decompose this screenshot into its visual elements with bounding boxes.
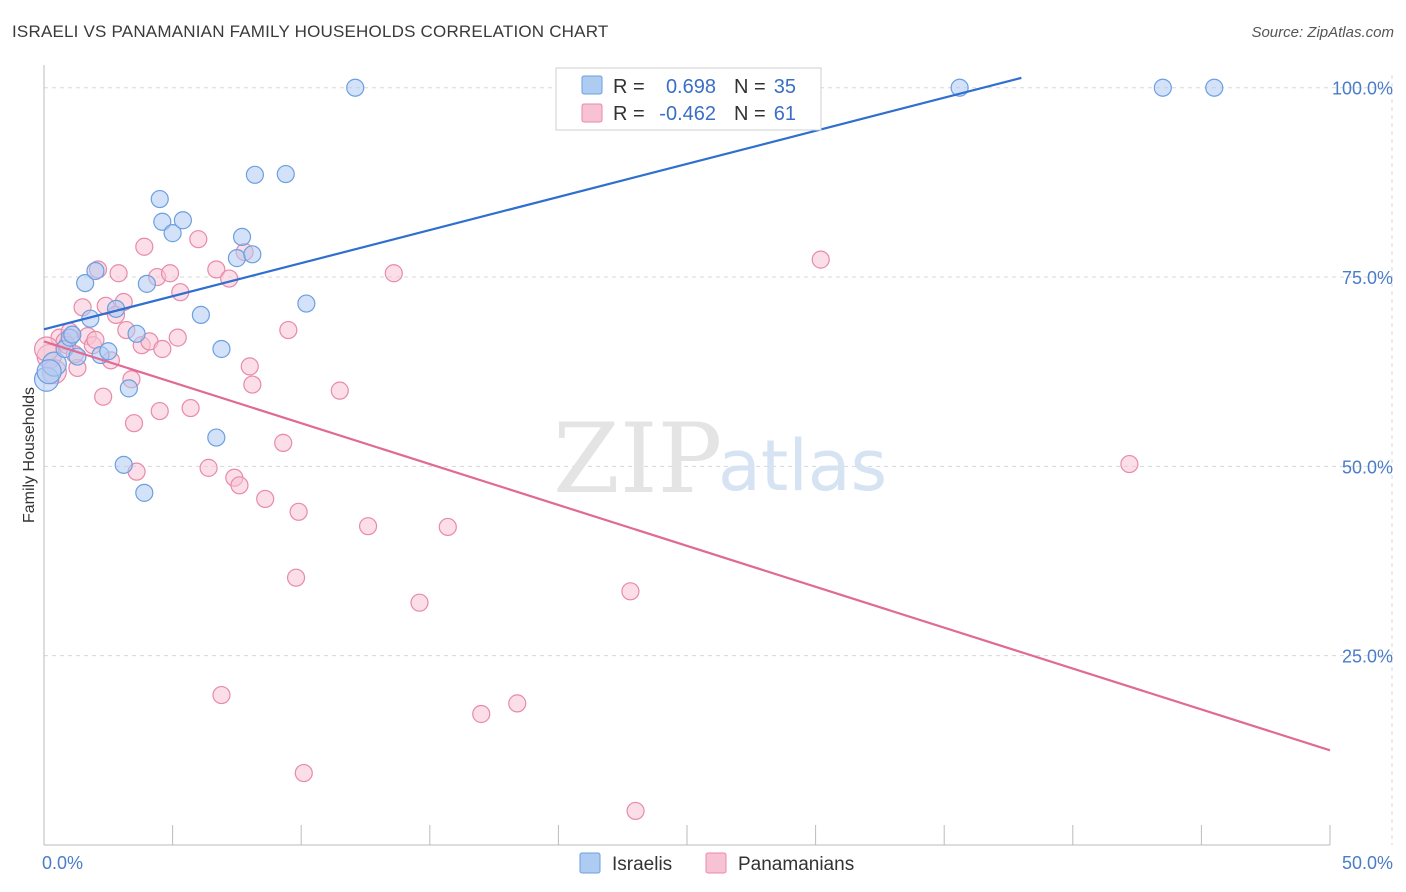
- legend-r-value-israelis: 0.698: [666, 76, 716, 98]
- panamanians-point-24: [150, 401, 169, 421]
- legend-r-label-panamanians: R =: [613, 103, 645, 125]
- panamanians-point-47: [358, 517, 378, 536]
- panamanians-point-26: [160, 264, 180, 283]
- grid-lines: [44, 75, 1393, 845]
- panamanians-point-39: [243, 375, 262, 394]
- israelis-point-30: [1153, 78, 1172, 97]
- israelis-point-28: [346, 78, 365, 97]
- x-axis-ticks: [43, 825, 1331, 845]
- panamanians-point-44: [289, 502, 308, 521]
- chart-title: ISRAELI VS PANAMANIAN FAMILY HOUSEHOLDS …: [12, 22, 609, 41]
- israelis-point-15: [150, 189, 169, 209]
- israelis-point-24: [243, 245, 262, 264]
- y-axis-tick-labels: 25.0% 50.0% 75.0% 100.0%: [1332, 79, 1393, 667]
- panamanians-point-25: [153, 339, 172, 359]
- israelis-point-18: [173, 211, 192, 230]
- trend-lines: [43, 76, 1331, 752]
- israelis-point-16: [153, 212, 172, 231]
- israelis-point-5: [76, 273, 95, 293]
- watermark: ZIP atlas: [553, 403, 887, 515]
- panamanians-point-27: [168, 328, 187, 347]
- israelis-point-27: [297, 294, 316, 313]
- panamanians-point-34: [220, 269, 239, 288]
- panamanians-point-53: [621, 582, 640, 601]
- israelis-point-17: [163, 224, 182, 243]
- israelis-point-33: [63, 325, 82, 344]
- panamanians-point-50: [438, 517, 457, 537]
- axes: [43, 65, 1331, 846]
- panamanians-point-43: [286, 568, 306, 587]
- israelis-point-31: [1205, 78, 1224, 97]
- legend-n-value-panamanians: 61: [774, 103, 796, 125]
- chart-source: Source: ZipAtlas.com: [1251, 24, 1394, 41]
- panamanians-point-52: [508, 694, 527, 713]
- panamanians-point-10: [94, 387, 113, 406]
- watermark-atlas: atlas: [718, 425, 887, 507]
- panamanians-point-51: [472, 704, 491, 724]
- y-axis-label: Family Households: [21, 387, 38, 523]
- israelis-point-23: [232, 227, 252, 247]
- panamanians-point-36: [230, 476, 249, 495]
- israelis-point-13: [135, 483, 154, 502]
- panamanians-point-38: [240, 357, 259, 376]
- israelis-point-25: [245, 165, 265, 184]
- israelis-trend-line: [43, 76, 1022, 331]
- legend-bottom-label-israelis: Israelis: [612, 854, 672, 875]
- panamanians-point-45: [294, 763, 313, 783]
- israelis-point-32: [36, 359, 62, 385]
- legend-bottom-swatch-panamanians: [705, 852, 727, 874]
- legend-bottom-swatch-israelis: [579, 852, 601, 874]
- legend-n-label-israelis: N =: [734, 76, 766, 98]
- panamanians-point-18: [124, 414, 144, 433]
- panamanians-point-29: [181, 398, 200, 418]
- watermark-zip: ZIP: [553, 403, 722, 515]
- x-axis-tick-labels: 0.0% 50.0%: [42, 853, 1393, 873]
- israelis-point-34: [99, 342, 118, 361]
- israelis-points: [33, 78, 1224, 502]
- israelis-point-10: [119, 379, 138, 398]
- panamanians-point-32: [207, 260, 226, 279]
- panamanians-trend-line: [43, 340, 1331, 752]
- israelis-point-21: [207, 428, 226, 447]
- legend-r-label-israelis: R =: [613, 76, 645, 98]
- panamanians-point-40: [256, 489, 275, 509]
- panamanians-point-21: [135, 237, 154, 256]
- y-tick-label-3: 100.0%: [1332, 79, 1393, 99]
- panamanians-point-31: [199, 458, 218, 477]
- panamanians-point-30: [189, 230, 208, 249]
- israelis-point-20: [212, 339, 231, 359]
- legend-n-value-israelis: 35: [774, 76, 796, 98]
- panamanians-point-49: [410, 593, 429, 612]
- legend-swatch-israelis: [581, 75, 603, 95]
- y-tick-label-0: 25.0%: [1342, 647, 1393, 667]
- panamanians-point-14: [109, 264, 128, 283]
- panamanians-point-41: [274, 433, 293, 452]
- legend-bottom-label-panamanians: Panamanians: [738, 854, 854, 875]
- x-tick-label-0: 0.0%: [42, 853, 83, 873]
- legend-swatch-panamanians: [581, 103, 603, 123]
- israelis-point-14: [137, 274, 156, 293]
- panamanians-point-48: [384, 264, 403, 283]
- legend-r-value-panamanians: -0.462: [659, 103, 716, 125]
- panamanians-point-46: [330, 381, 349, 400]
- panamanians-point-42: [279, 320, 298, 340]
- israelis-point-19: [191, 305, 210, 325]
- panamanians-point-54: [626, 801, 645, 821]
- panamanians-point-56: [1120, 454, 1139, 474]
- legend-n-label-panamanians: N =: [734, 103, 766, 125]
- israelis-point-11: [127, 324, 146, 343]
- israelis-point-7: [86, 261, 105, 281]
- israelis-point-22: [227, 249, 246, 268]
- legend-top: R = 0.698 N = 35 R = -0.462 N = 61: [555, 67, 822, 131]
- y-tick-label-1: 50.0%: [1342, 457, 1393, 477]
- israelis-point-26: [276, 164, 295, 184]
- israelis-point-12: [114, 455, 133, 474]
- x-tick-label-1: 50.0%: [1342, 853, 1393, 873]
- legend-bottom: Israelis Panamanians: [579, 852, 854, 875]
- panamanians-point-55: [811, 250, 830, 269]
- panamanians-point-33: [212, 685, 231, 705]
- y-tick-label-2: 75.0%: [1342, 268, 1393, 288]
